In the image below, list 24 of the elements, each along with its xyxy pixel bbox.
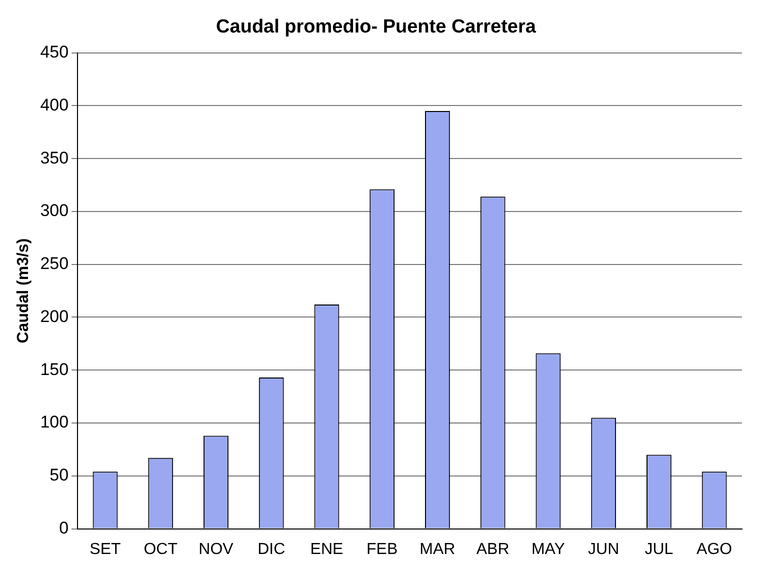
y-tick-label: 300: [40, 201, 69, 220]
x-tick-label: MAY: [531, 540, 566, 558]
x-tick-label: ABR: [476, 540, 510, 558]
x-tick-label: ENE: [310, 540, 344, 558]
x-tick-label: DIC: [258, 540, 286, 558]
x-tick-label: SET: [90, 540, 122, 558]
y-axis-title: Caudal (m3/s): [15, 238, 32, 344]
x-tick-label: NOV: [198, 540, 234, 558]
y-tick-label: 350: [40, 148, 69, 168]
x-tick-label: JUN: [588, 540, 620, 558]
x-tick-label: AGO: [696, 540, 732, 558]
y-tick-label: 450: [40, 42, 69, 62]
y-tick-label: 250: [40, 254, 69, 274]
chart-title: Caudal promedio- Puente Carretera: [216, 16, 536, 38]
y-tick-label: 400: [40, 95, 69, 114]
x-tick-label: MAR: [420, 540, 456, 558]
y-tick-label: 0: [59, 518, 69, 538]
x-tick-label: OCT: [144, 540, 178, 558]
y-tick-label: 150: [40, 360, 69, 379]
y-tick-label: 100: [40, 412, 69, 432]
y-tick-label: 200: [40, 306, 69, 326]
x-tick-label: JUL: [644, 540, 674, 558]
y-tick-label: 50: [50, 466, 69, 485]
x-tick-label: FEB: [366, 540, 398, 558]
